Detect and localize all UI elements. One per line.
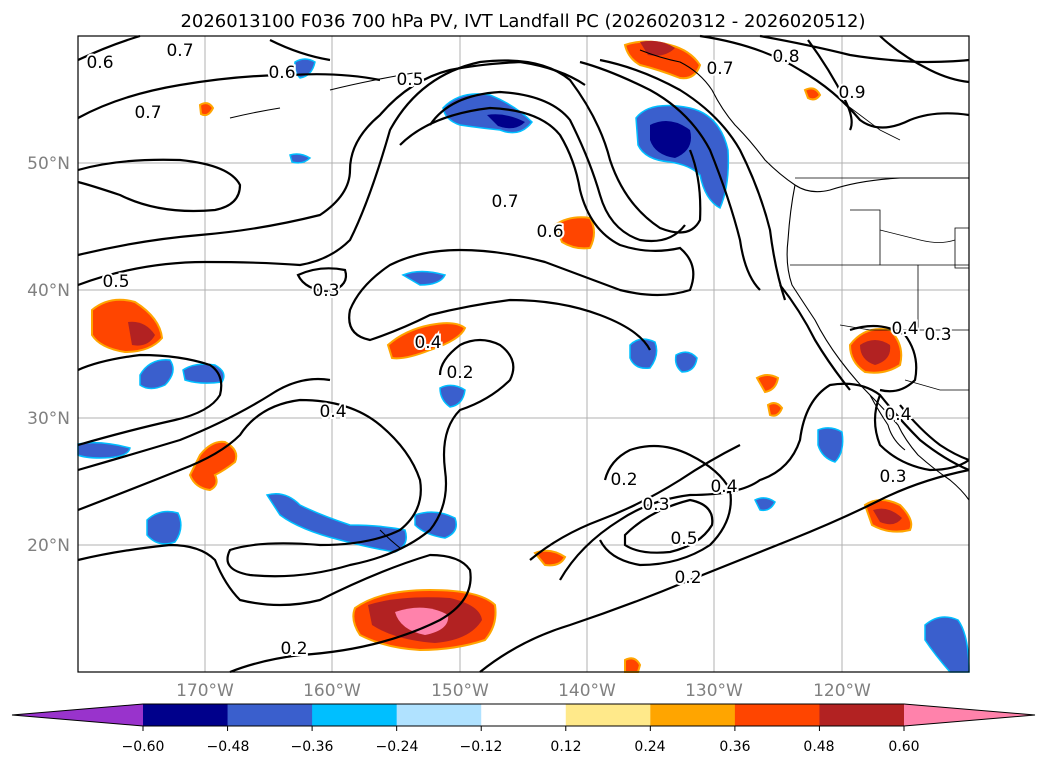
contour-label: 0.4 [884, 405, 911, 425]
negative-anomaly [289, 153, 312, 164]
contour-labels: 0.7 0.6 0.5 0.7 0.6 0.7 0.8 0.9 0.5 0.3 … [84, 39, 953, 661]
lon-label: 130°W [685, 681, 743, 701]
positive-anomaly [860, 340, 891, 365]
positive-anomaly [198, 102, 215, 117]
positive-anomaly [386, 322, 467, 360]
positive-anomaly [553, 216, 595, 250]
positive-anomaly [640, 40, 675, 56]
positive-anomaly [803, 87, 822, 101]
positive-anomaly [873, 508, 902, 525]
colorbar-swatch [734, 704, 820, 726]
map-frame [77, 35, 970, 673]
pv-contours [77, 34, 970, 674]
contour-label: 0.9 [838, 83, 865, 103]
contour-label: 0.7 [491, 192, 518, 212]
contour-label: 0.4 [319, 402, 346, 422]
positive-anomaly [624, 657, 642, 673]
negative-anomaly [139, 359, 174, 390]
contour-label: 0.4 [414, 333, 441, 353]
colorbar-tick-label: −0.12 [460, 739, 503, 755]
map-title: 2026013100 F036 700 hPa PV, IVT Landfall… [180, 11, 865, 32]
lat-label: 20°N [27, 536, 70, 556]
contour-label: 0.3 [642, 495, 669, 515]
negative-anomaly [146, 510, 182, 545]
contour-label: 0.6 [536, 222, 563, 242]
positive-anomaly [533, 549, 567, 567]
contour-label: 0.2 [280, 639, 307, 659]
colorbar-swatch [565, 704, 651, 726]
colorbar-swatch [481, 704, 567, 726]
negative-anomaly [674, 351, 698, 373]
colorbar-swatch [819, 704, 905, 726]
colorbar-tick-label: 0.24 [634, 739, 665, 755]
colorbar-swatch [396, 704, 482, 726]
positive-anomaly [128, 321, 155, 346]
negative-anomaly [294, 58, 316, 79]
positive-anomaly [766, 402, 784, 417]
contour-label: 0.3 [879, 467, 906, 487]
contour-label: 0.7 [706, 59, 733, 79]
negative-anomaly [753, 497, 776, 512]
positive-anomaly [395, 607, 449, 635]
contour-label: 0.8 [772, 47, 799, 67]
contour-label: 0.6 [86, 53, 113, 73]
colorbar-extend-low [12, 704, 143, 726]
contour-label: 0.7 [166, 41, 193, 61]
lon-label: 160°W [303, 681, 361, 701]
contour-label: 0.5 [396, 70, 423, 90]
negative-anomaly [629, 338, 658, 370]
colorbar-tick-label: −0.24 [376, 739, 419, 755]
contour-label: 0.6 [268, 63, 295, 83]
colorbar-tick-label: −0.36 [291, 739, 334, 755]
positive-anomaly [188, 440, 238, 492]
negative-anomaly [265, 493, 407, 553]
contour-label: 0.2 [446, 363, 473, 383]
colorbar-tick-labels: −0.60 −0.48 −0.36 −0.24 −0.12 0.12 0.24 … [122, 739, 920, 755]
lon-label: 150°W [431, 681, 489, 701]
colorbar-tick-label: 0.48 [803, 739, 834, 755]
colorbar [11, 703, 1036, 731]
colorbar-tick-label: −0.60 [122, 739, 165, 755]
negative-anomaly [924, 616, 970, 673]
lat-label: 50°N [27, 154, 70, 174]
colorbar-swatch [227, 704, 313, 726]
contour-label: 0.3 [924, 325, 951, 345]
lon-label: 140°W [558, 681, 616, 701]
longitude-labels: 170°W 160°W 150°W 140°W 130°W 120°W [176, 681, 871, 701]
negative-anomaly [401, 270, 447, 286]
contour-label: 0.3 [312, 281, 339, 301]
colorbar-extend-high [904, 704, 1035, 726]
coastlines [229, 49, 970, 549]
colorbar-swatch [143, 704, 229, 726]
latitude-labels: 50°N 40°N 30°N 20°N [27, 154, 70, 556]
map-background [78, 36, 969, 672]
lon-label: 120°W [813, 681, 871, 701]
contour-label: 0.2 [610, 470, 637, 490]
positive-anomaly [755, 374, 780, 394]
lon-label: 170°W [176, 681, 234, 701]
colorbar-swatch [312, 704, 398, 726]
colorbar-swatch [650, 704, 736, 726]
colorbar-tick-label: 0.36 [719, 739, 750, 755]
contour-label: 0.7 [134, 103, 161, 123]
negative-anomaly [439, 384, 466, 408]
colorbar-tick-label: −0.48 [207, 739, 250, 755]
negative-anomaly [77, 441, 131, 459]
contour-label: 0.4 [710, 477, 737, 497]
lat-label: 40°N [27, 281, 70, 301]
negative-anomaly [414, 511, 457, 539]
negative-anomaly [650, 121, 691, 158]
colorbar-tick-label: 0.12 [550, 739, 581, 755]
negative-anomaly [817, 427, 844, 463]
contour-label: 0.5 [102, 272, 129, 292]
contour-label: 0.2 [674, 568, 701, 588]
lat-label: 30°N [27, 409, 70, 429]
contour-label: 0.5 [670, 529, 697, 549]
contour-label: 0.4 [891, 319, 918, 339]
ivt-shading [77, 40, 970, 673]
colorbar-tick-label: 0.60 [888, 739, 919, 755]
negative-anomaly [487, 114, 525, 129]
